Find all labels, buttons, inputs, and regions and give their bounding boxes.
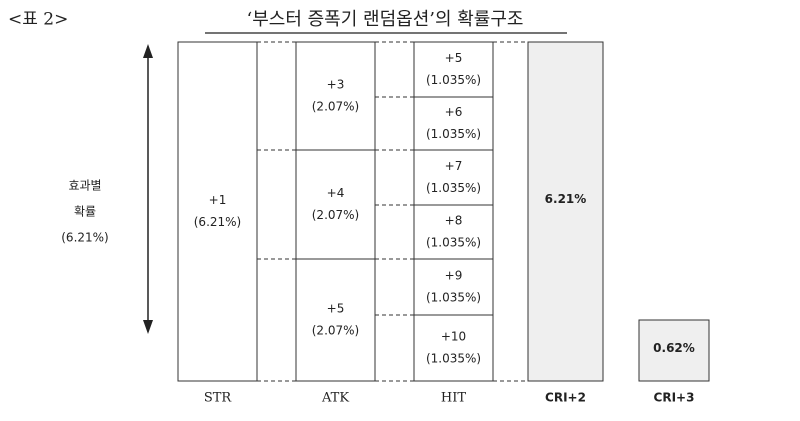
column-label: ATK bbox=[321, 391, 349, 406]
cell-value: +1 bbox=[209, 193, 227, 207]
side-label: 효과별 bbox=[68, 179, 101, 193]
side-label: (6.21%) bbox=[61, 231, 108, 245]
column-label: STR bbox=[204, 391, 233, 406]
caption: <표 2> bbox=[8, 10, 68, 30]
column-label: CRI+3 bbox=[654, 391, 695, 405]
cell bbox=[177, 41, 258, 382]
cell bbox=[413, 314, 494, 382]
arrow-head bbox=[143, 320, 153, 334]
arrow-head bbox=[143, 44, 153, 58]
cell-prob: (1.035%) bbox=[426, 352, 481, 366]
cell bbox=[413, 96, 494, 151]
cell-value: +7 bbox=[445, 159, 463, 173]
cell-prob: (1.035%) bbox=[426, 127, 481, 141]
cell-prob: (1.035%) bbox=[426, 181, 481, 195]
cell bbox=[413, 258, 494, 316]
cell bbox=[295, 41, 376, 151]
cell bbox=[638, 319, 710, 382]
cell-prob: (2.07%) bbox=[312, 208, 359, 222]
dashed-connectors bbox=[257, 41, 528, 382]
cell bbox=[413, 41, 494, 98]
cell-value: +9 bbox=[445, 269, 463, 283]
cell-value: +5 bbox=[327, 302, 345, 316]
cell-prob: (1.035%) bbox=[426, 291, 481, 305]
cell-value: +4 bbox=[327, 186, 345, 200]
cell-prob: (2.07%) bbox=[312, 324, 359, 338]
cell bbox=[295, 149, 376, 260]
cell-value: +6 bbox=[445, 105, 463, 119]
column-label: HIT bbox=[441, 391, 466, 406]
cell-prob: 6.21% bbox=[545, 192, 587, 206]
side-label: 확률 bbox=[74, 205, 96, 219]
cell bbox=[527, 41, 604, 382]
title: ‘부스터 증폭기 랜덤옵션’의 확률구조 bbox=[246, 9, 523, 30]
cell bbox=[295, 258, 376, 382]
cell-prob: (6.21%) bbox=[194, 215, 241, 229]
cell bbox=[413, 204, 494, 260]
cell-value: +8 bbox=[445, 214, 463, 228]
cell bbox=[413, 149, 494, 206]
cell-value: +3 bbox=[327, 78, 345, 92]
cell-value: +5 bbox=[445, 51, 463, 65]
cell-prob: (1.035%) bbox=[426, 236, 481, 250]
cell-prob: (2.07%) bbox=[312, 100, 359, 114]
cell-value: +10 bbox=[441, 330, 466, 344]
column-label: CRI+2 bbox=[545, 391, 586, 405]
cell-prob: 0.62% bbox=[653, 341, 695, 355]
cell-prob: (1.035%) bbox=[426, 73, 481, 87]
